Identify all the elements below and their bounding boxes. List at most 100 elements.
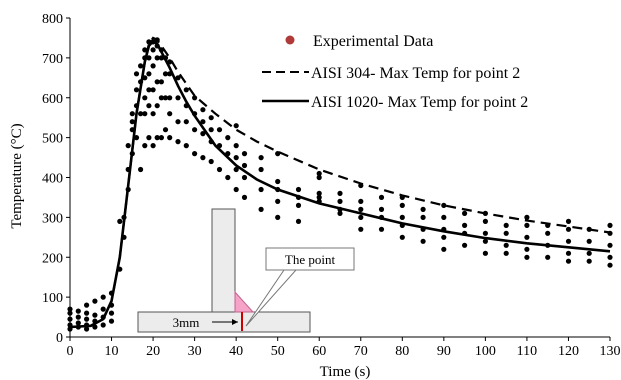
- experimental-point: [129, 151, 135, 157]
- experimental-point: [175, 75, 181, 81]
- experimental-point: [67, 306, 73, 312]
- experimental-point: [358, 226, 364, 232]
- inset-dimension-arrowhead: [232, 319, 238, 325]
- experimental-point: [158, 135, 164, 141]
- y-tick-label: 0: [56, 331, 63, 346]
- experimental-point: [216, 143, 223, 149]
- experimental-point: [378, 194, 385, 200]
- experimental-point: [337, 198, 343, 204]
- inset-vertical-plate: [211, 208, 236, 313]
- experimental-point: [295, 194, 302, 200]
- experimental-point: [275, 198, 281, 204]
- x-tick-label: 100: [475, 344, 496, 359]
- experimental-point: [233, 186, 239, 193]
- experimental-point: [503, 242, 509, 248]
- experimental-point: [275, 214, 281, 220]
- experimental-point: [545, 230, 551, 236]
- experimental-point: [441, 214, 447, 220]
- experimental-point: [154, 43, 160, 49]
- experimental-point: [67, 310, 73, 316]
- y-tick-label: 100: [42, 291, 63, 306]
- experimental-point: [358, 182, 364, 189]
- experimental-point: [607, 254, 613, 260]
- experimental-point: [233, 143, 239, 149]
- x-tick-label: 110: [517, 344, 537, 359]
- experimental-point: [524, 254, 530, 260]
- experimental-point: [482, 238, 488, 244]
- experimental-point: [337, 206, 343, 212]
- experimental-point: [565, 226, 572, 232]
- experimental-point: [146, 103, 152, 109]
- experimental-point: [275, 186, 281, 193]
- experimental-point: [503, 222, 509, 228]
- experimental-point: [462, 222, 468, 228]
- experimental-point: [150, 87, 156, 93]
- y-tick-label: 400: [42, 172, 63, 187]
- experimental-point: [75, 308, 81, 314]
- x-tick-label: 10: [105, 344, 119, 359]
- x-tick-label: 20: [146, 344, 160, 359]
- experimental-point: [92, 312, 98, 318]
- inset-weld-fillet: [234, 290, 255, 313]
- experimental-point: [524, 234, 530, 240]
- experimental-point: [183, 87, 189, 93]
- experimental-point: [482, 218, 488, 224]
- experimental-point: [462, 242, 468, 248]
- experimental-point: [337, 210, 343, 216]
- experimental-point: [142, 95, 148, 101]
- experimental-point: [565, 258, 572, 264]
- experimental-point: [133, 87, 140, 93]
- experimental-point: [162, 127, 169, 133]
- experimental-point: [225, 174, 231, 181]
- experimental-point: [503, 230, 509, 236]
- experimental-point: [200, 107, 206, 113]
- experimental-point: [92, 324, 98, 330]
- experimental-point: [441, 234, 447, 240]
- experimental-point: [545, 222, 551, 228]
- experimental-point: [175, 139, 181, 145]
- experimental-point: [154, 55, 160, 61]
- experimental-point: [75, 320, 81, 326]
- experimental-point: [167, 135, 173, 141]
- experimental-point: [183, 103, 189, 109]
- experimental-point: [316, 194, 322, 200]
- experimental-point: [142, 143, 148, 149]
- experimental-point: [121, 234, 127, 240]
- experimental-point: [208, 139, 214, 145]
- experimental-point: [162, 71, 169, 77]
- legend: Experimental Data AISI 304- Max Temp for…: [262, 33, 528, 111]
- experimental-point: [108, 290, 115, 296]
- experimental-point: [545, 242, 551, 248]
- experimental-point: [138, 111, 144, 117]
- experimental-point: [225, 135, 231, 141]
- experimental-point: [117, 218, 123, 224]
- experimental-point: [462, 210, 468, 216]
- experimental-point: [154, 37, 160, 43]
- experimental-point: [150, 47, 156, 53]
- experimental-point: [295, 218, 302, 224]
- experimental-point: [241, 151, 248, 157]
- experimental-point: [399, 234, 405, 240]
- x-tick-label: 130: [600, 344, 621, 359]
- experimental-point: [607, 222, 613, 228]
- experimental-point: [524, 222, 530, 228]
- experimental-point: [441, 202, 447, 208]
- experimental-point: [84, 302, 90, 308]
- experimental-point: [138, 63, 144, 69]
- experimental-point: [358, 198, 364, 204]
- experimental-point: [84, 322, 90, 328]
- y-tick-label: 200: [42, 251, 63, 266]
- experimental-point: [420, 238, 426, 244]
- experimental-point: [192, 127, 198, 133]
- experimental-point: [154, 103, 160, 109]
- experimental-point: [378, 206, 385, 212]
- experimental-point: [524, 246, 530, 252]
- y-axis-label: Temperature (°C): [9, 123, 25, 228]
- x-tick-label: 50: [271, 344, 285, 359]
- experimental-point: [337, 190, 343, 196]
- experimental-point: [192, 95, 198, 101]
- experimental-point: [241, 174, 248, 181]
- tick-labels: 0 10 20 30 40 50 60 70 80 90 100 110 120 130 0 100 200 30…: [42, 12, 621, 359]
- experimental-point: [133, 135, 140, 141]
